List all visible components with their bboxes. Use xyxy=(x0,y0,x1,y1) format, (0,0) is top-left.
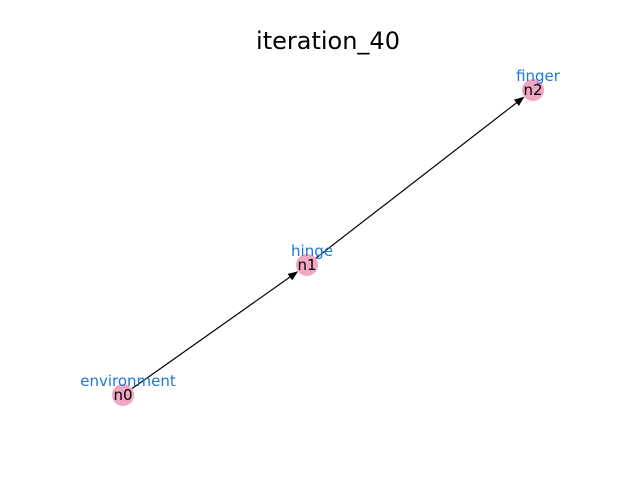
node-circle xyxy=(296,254,318,276)
diagram-title: iteration_40 xyxy=(256,27,400,55)
node-id-label: n2 xyxy=(523,81,542,99)
node-circle xyxy=(112,384,134,406)
node-name-label: hinge xyxy=(291,242,333,260)
node-name-label: finger xyxy=(516,67,561,85)
node-id-label: n0 xyxy=(113,386,132,404)
node-circle xyxy=(522,79,544,101)
node-name-label: environment xyxy=(80,372,176,390)
edges xyxy=(131,96,525,390)
edge-n0-n1 xyxy=(131,271,299,390)
node-id-label: n1 xyxy=(297,256,316,274)
edge-n1-n2 xyxy=(315,96,525,259)
